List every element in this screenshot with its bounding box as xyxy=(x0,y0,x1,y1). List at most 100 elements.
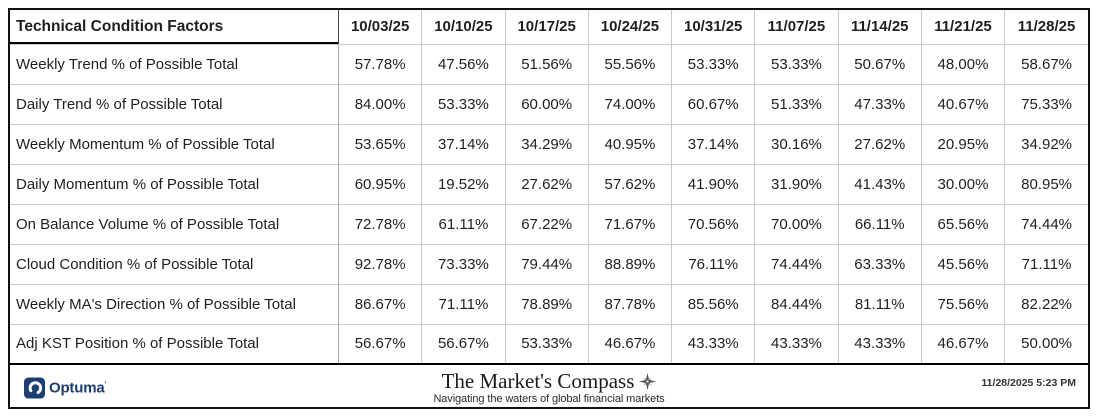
table-row: Weekly Momentum % of Possible Total 53.65… xyxy=(10,124,1088,164)
cell-value: 43.33% xyxy=(754,324,839,364)
cell-value: 30.00% xyxy=(921,164,1006,204)
column-header: 10/17/25 xyxy=(505,10,589,45)
table-row: Adj KST Position % of Possible Total 56.6… xyxy=(10,324,1088,364)
row-label: Weekly MA's Direction % of Possible Tota… xyxy=(10,284,339,324)
table-row: Weekly Trend % of Possible Total 57.78% 47… xyxy=(10,44,1088,84)
cell-value: 50.67% xyxy=(838,44,922,84)
row-label: Daily Momentum % of Possible Total xyxy=(10,164,339,204)
cell-value: 92.78% xyxy=(338,244,423,284)
cell-value: 46.67% xyxy=(921,324,1006,364)
cell-value: 27.62% xyxy=(838,124,922,164)
cell-value: 43.33% xyxy=(838,324,922,364)
row-label: Weekly Trend % of Possible Total xyxy=(10,44,339,84)
table-title: Technical Condition Factors xyxy=(10,10,339,45)
cell-value: 51.33% xyxy=(754,84,839,124)
cell-value: 31.90% xyxy=(754,164,839,204)
cell-value: 75.33% xyxy=(1021,95,1072,113)
column-header: 10/03/25 xyxy=(338,10,423,45)
cell-value: 85.56% xyxy=(671,284,756,324)
cell-value: 53.33% xyxy=(671,44,756,84)
cell-value: 79.44% xyxy=(505,244,589,284)
table-row: On Balance Volume % of Possible Total 72.… xyxy=(10,204,1088,244)
cell-value: 84.44% xyxy=(754,284,839,324)
cell-value: 48.00% xyxy=(921,44,1006,84)
cell-value: 63.33% xyxy=(838,244,922,284)
row-label: Adj KST Position % of Possible Total xyxy=(10,324,339,364)
cell-value: 86.67% xyxy=(338,284,423,324)
cell-value: 81.11% xyxy=(838,284,922,324)
cell-value: 51.56% xyxy=(505,44,589,84)
column-header: 11/21/25 xyxy=(921,10,1006,45)
cell-value: 57.62% xyxy=(588,164,673,204)
cell-value: 40.95% xyxy=(588,124,673,164)
table-row: Daily Trend % of Possible Total 84.00% 53.… xyxy=(10,84,1088,124)
cell-value: 78.89% xyxy=(505,284,589,324)
cell-value: 34.92% xyxy=(1021,135,1072,153)
table-frame: Technical Condition Factors 10/03/25 10/1… xyxy=(8,8,1090,409)
optuma-icon xyxy=(24,377,45,399)
cell-value: 53.33% xyxy=(421,84,506,124)
cell-value: 58.67% xyxy=(1021,55,1072,73)
table-row: Daily Momentum % of Possible Total 60.95%… xyxy=(10,164,1088,204)
column-header: 10/24/25 xyxy=(588,10,673,45)
cell-value: 70.56% xyxy=(671,204,756,244)
cell-value: 74.00% xyxy=(588,84,673,124)
cell-value: 41.43% xyxy=(838,164,922,204)
cell-value: 66.11% xyxy=(838,204,922,244)
cell-value: 40.67% xyxy=(921,84,1006,124)
row-label: Cloud Condition % of Possible Total xyxy=(10,244,339,284)
cell-value: 47.33% xyxy=(838,84,922,124)
cell-value: 71.11% xyxy=(1021,255,1072,273)
cell-value: 72.78% xyxy=(338,204,423,244)
cell-value: 71.11% xyxy=(421,284,506,324)
column-header: 11/07/25 xyxy=(754,10,839,45)
cell-value: 30.16% xyxy=(754,124,839,164)
timestamp: 11/28/2025 5:23 PM xyxy=(981,377,1076,389)
table-row: Cloud Condition % of Possible Total 92.78… xyxy=(10,244,1088,284)
brand-block: The Market's Compass Navigating the wate… xyxy=(433,370,664,405)
brand-tagline: Navigating the waters of global financia… xyxy=(433,393,665,406)
cell-value: 74.44% xyxy=(1021,215,1072,233)
cell-value: 50.00% xyxy=(1021,335,1072,353)
header-row: Technical Condition Factors 10/03/25 10/1… xyxy=(10,10,1088,45)
cell-value: 60.00% xyxy=(505,84,589,124)
cell-value: 82.22% xyxy=(1021,295,1072,313)
cell-value: 60.67% xyxy=(671,84,756,124)
cell-value: 27.62% xyxy=(505,164,589,204)
column-header: 10/10/25 xyxy=(421,10,506,45)
row-label: On Balance Volume % of Possible Total xyxy=(10,204,339,244)
cell-value: 88.89% xyxy=(588,244,673,284)
cell-value: 75.56% xyxy=(921,284,1006,324)
column-header: 11/28/25 xyxy=(1004,10,1088,45)
cell-value: 67.22% xyxy=(505,204,589,244)
column-header: 11/14/25 xyxy=(838,10,922,45)
column-header: 10/31/25 xyxy=(671,10,756,45)
cell-value: 53.33% xyxy=(754,44,839,84)
footer: Optuma' The Market's Compass Navigating … xyxy=(10,365,1088,411)
optuma-label: Optuma' xyxy=(49,379,106,397)
cell-value: 43.33% xyxy=(671,324,756,364)
cell-value: 56.67% xyxy=(338,324,423,364)
compass-rose-icon xyxy=(639,372,657,390)
cell-value: 34.29% xyxy=(505,124,589,164)
cell-value: 47.56% xyxy=(421,44,506,84)
table-header: Technical Condition Factors 10/03/25 10/1… xyxy=(10,10,1088,45)
cell-value: 55.56% xyxy=(588,44,673,84)
table-row: Weekly MA's Direction % of Possible Tota… xyxy=(10,284,1088,324)
cell-value: 80.95% xyxy=(1021,175,1072,193)
cell-value: 41.90% xyxy=(671,164,756,204)
cell-value: 74.44% xyxy=(754,244,839,284)
cell-value: 20.95% xyxy=(921,124,1006,164)
cell-value: 19.52% xyxy=(421,164,506,204)
cell-value: 87.78% xyxy=(588,284,673,324)
technical-conditions-table: Technical Condition Factors 10/03/25 10/1… xyxy=(10,10,1088,365)
cell-value: 53.33% xyxy=(505,324,589,364)
cell-value: 57.78% xyxy=(338,44,423,84)
cell-value: 45.56% xyxy=(921,244,1006,284)
cell-value: 84.00% xyxy=(338,84,423,124)
cell-value: 53.65% xyxy=(338,124,423,164)
cell-value: 61.11% xyxy=(421,204,506,244)
cell-value: 65.56% xyxy=(921,204,1006,244)
table-body: Weekly Trend % of Possible Total 57.78% 47… xyxy=(10,44,1088,364)
brand-title: The Market's Compass xyxy=(442,370,657,392)
